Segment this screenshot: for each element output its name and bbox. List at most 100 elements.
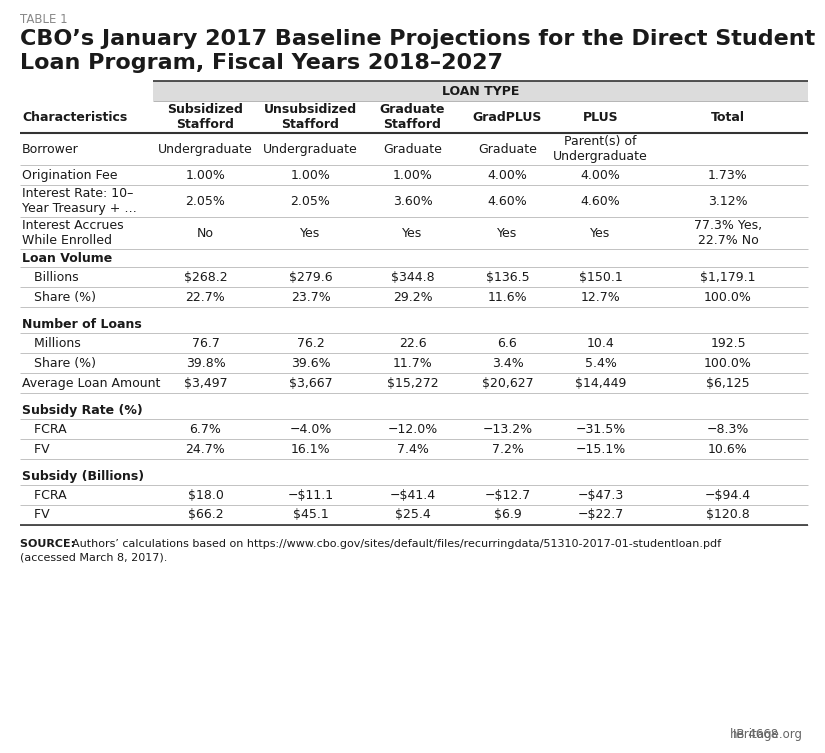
Text: PLUS: PLUS — [582, 111, 618, 123]
Text: $25.4: $25.4 — [394, 508, 431, 522]
Text: 10.4: 10.4 — [587, 337, 615, 349]
Text: 76.2: 76.2 — [297, 337, 324, 349]
Text: $6.9: $6.9 — [493, 508, 521, 522]
Text: −31.5%: −31.5% — [575, 422, 625, 435]
Text: 39.8%: 39.8% — [186, 356, 225, 370]
Text: 1.00%: 1.00% — [186, 169, 225, 181]
Text: 6.7%: 6.7% — [190, 422, 221, 435]
Text: heritage.org: heritage.org — [730, 728, 803, 741]
Text: Borrower: Borrower — [22, 142, 78, 156]
Text: 23.7%: 23.7% — [290, 291, 330, 303]
Text: 3.4%: 3.4% — [492, 356, 523, 370]
Text: Subsidy Rate (%): Subsidy Rate (%) — [22, 404, 143, 416]
Text: LOAN TYPE: LOAN TYPE — [442, 84, 519, 97]
Text: 1.00%: 1.00% — [393, 169, 432, 181]
Text: 2.05%: 2.05% — [290, 194, 331, 208]
Text: $14,449: $14,449 — [575, 376, 626, 389]
Text: Subsidy (Billions): Subsidy (Billions) — [22, 470, 144, 483]
Text: Loan Volume: Loan Volume — [22, 252, 112, 264]
Text: SOURCE:: SOURCE: — [20, 539, 79, 549]
Text: 100.0%: 100.0% — [704, 291, 752, 303]
Text: FV: FV — [22, 443, 50, 456]
Text: FCRA: FCRA — [22, 422, 67, 435]
Text: 22.7%: 22.7% — [186, 291, 225, 303]
Text: Number of Loans: Number of Loans — [22, 318, 142, 331]
Text: Average Loan Amount: Average Loan Amount — [22, 376, 160, 389]
Text: CBO’s January 2017 Baseline Projections for the Direct Student: CBO’s January 2017 Baseline Projections … — [20, 29, 815, 49]
Text: Loan Program, Fiscal Years 2018–2027: Loan Program, Fiscal Years 2018–2027 — [20, 53, 503, 73]
Text: $344.8: $344.8 — [391, 270, 434, 283]
Text: Billions: Billions — [22, 270, 78, 283]
Text: $15,272: $15,272 — [387, 376, 438, 389]
Text: Share (%): Share (%) — [22, 291, 96, 303]
Text: Origination Fee: Origination Fee — [22, 169, 117, 181]
Text: 16.1%: 16.1% — [290, 443, 330, 456]
Text: 11.6%: 11.6% — [488, 291, 527, 303]
Text: FCRA: FCRA — [22, 489, 67, 501]
Text: Unsubsidized
Stafford: Unsubsidized Stafford — [264, 103, 357, 131]
Text: Interest Accrues
While Enrolled: Interest Accrues While Enrolled — [22, 219, 124, 247]
Text: 100.0%: 100.0% — [704, 356, 752, 370]
Text: Yes: Yes — [591, 227, 610, 239]
Text: $3,667: $3,667 — [289, 376, 332, 389]
Text: GradPLUS: GradPLUS — [473, 111, 542, 123]
Text: 4.60%: 4.60% — [488, 194, 527, 208]
Text: 4.00%: 4.00% — [488, 169, 527, 181]
Text: −$47.3: −$47.3 — [578, 489, 624, 501]
Text: $1,179.1: $1,179.1 — [700, 270, 756, 283]
Text: −$12.7: −$12.7 — [484, 489, 530, 501]
Text: Yes: Yes — [497, 227, 517, 239]
Text: 5.4%: 5.4% — [585, 356, 616, 370]
Text: Share (%): Share (%) — [22, 356, 96, 370]
Text: −13.2%: −13.2% — [483, 422, 533, 435]
Text: 29.2%: 29.2% — [393, 291, 432, 303]
Text: $120.8: $120.8 — [706, 508, 750, 522]
Text: 11.7%: 11.7% — [393, 356, 432, 370]
Text: 3.60%: 3.60% — [393, 194, 432, 208]
Text: Graduate: Graduate — [478, 142, 537, 156]
Text: $66.2: $66.2 — [188, 508, 224, 522]
Text: 4.60%: 4.60% — [581, 194, 620, 208]
Text: 1.73%: 1.73% — [708, 169, 748, 181]
Text: 7.4%: 7.4% — [397, 443, 428, 456]
Text: Total: Total — [711, 111, 745, 123]
Text: 39.6%: 39.6% — [290, 356, 330, 370]
Text: Authors’ calculations based on https://www.cbo.gov/sites/default/files/recurring: Authors’ calculations based on https://w… — [72, 539, 721, 549]
Text: $136.5: $136.5 — [486, 270, 530, 283]
Text: −$22.7: −$22.7 — [578, 508, 624, 522]
Text: Characteristics: Characteristics — [22, 111, 127, 123]
Text: 24.7%: 24.7% — [186, 443, 225, 456]
Text: Yes: Yes — [403, 227, 422, 239]
Text: Subsidized
Stafford: Subsidized Stafford — [167, 103, 243, 131]
Text: 3.12%: 3.12% — [708, 194, 747, 208]
Text: −4.0%: −4.0% — [290, 422, 332, 435]
Text: $268.2: $268.2 — [184, 270, 228, 283]
Text: 2.05%: 2.05% — [186, 194, 225, 208]
Text: $18.0: $18.0 — [187, 489, 224, 501]
Text: (accessed March 8, 2017).: (accessed March 8, 2017). — [20, 552, 167, 562]
Text: 4.00%: 4.00% — [581, 169, 620, 181]
Text: −15.1%: −15.1% — [575, 443, 625, 456]
Text: Undergraduate: Undergraduate — [263, 142, 358, 156]
Text: $279.6: $279.6 — [289, 270, 332, 283]
Text: 10.6%: 10.6% — [708, 443, 748, 456]
Text: 192.5: 192.5 — [710, 337, 746, 349]
Text: −8.3%: −8.3% — [707, 422, 749, 435]
Text: $45.1: $45.1 — [293, 508, 328, 522]
Text: Millions: Millions — [22, 337, 81, 349]
Text: $6,125: $6,125 — [706, 376, 750, 389]
Text: −12.0%: −12.0% — [388, 422, 437, 435]
Text: 1.00%: 1.00% — [290, 169, 331, 181]
Bar — [153, 81, 808, 101]
Text: Yes: Yes — [300, 227, 321, 239]
Text: 12.7%: 12.7% — [581, 291, 620, 303]
Text: TABLE 1: TABLE 1 — [20, 13, 68, 26]
Text: $3,497: $3,497 — [184, 376, 228, 389]
Text: 76.7: 76.7 — [191, 337, 219, 349]
Text: −$11.1: −$11.1 — [287, 489, 333, 501]
Text: −$41.4: −$41.4 — [389, 489, 436, 501]
Text: Graduate
Stafford: Graduate Stafford — [380, 103, 446, 131]
Text: −$94.4: −$94.4 — [705, 489, 751, 501]
Text: 77.3% Yes,
22.7% No: 77.3% Yes, 22.7% No — [694, 219, 762, 247]
Text: FV: FV — [22, 508, 50, 522]
